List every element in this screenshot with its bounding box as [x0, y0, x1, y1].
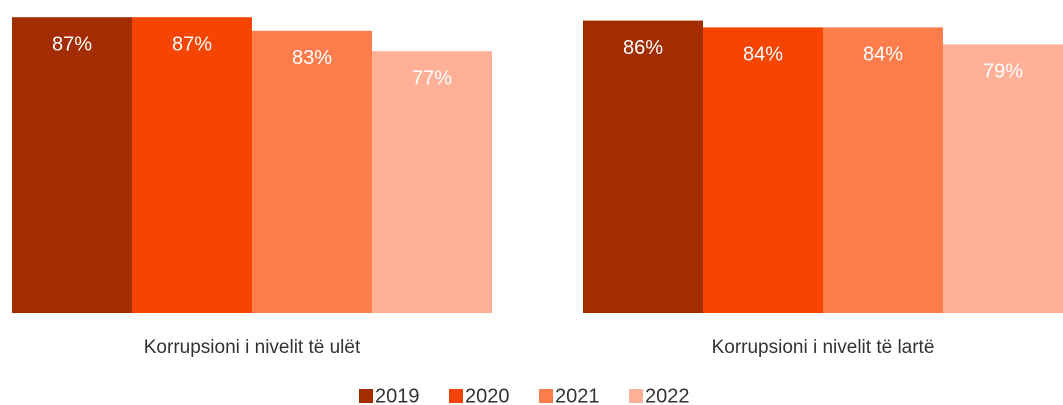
bar: [372, 51, 492, 313]
category-label: Korrupsioni i nivelit të lartë: [712, 337, 935, 358]
bar: [12, 17, 132, 313]
bar: [583, 20, 703, 313]
legend-swatch: [629, 389, 643, 403]
legend-swatch: [539, 389, 553, 403]
legend-swatch: [359, 389, 373, 403]
bar: [132, 17, 252, 313]
value-label: 87%: [172, 33, 212, 55]
bar: [823, 27, 943, 314]
legend-label: 2020: [465, 385, 510, 405]
value-label: 84%: [743, 44, 783, 66]
legend-label: 2021: [555, 385, 600, 405]
value-label: 87%: [52, 33, 92, 55]
legend-label: 2019: [375, 385, 420, 405]
value-label: 79%: [983, 61, 1023, 83]
value-label: 84%: [863, 44, 903, 66]
legend-swatch: [449, 389, 463, 403]
value-label: 86%: [623, 37, 663, 59]
bar: [703, 27, 823, 314]
value-label: 83%: [292, 47, 332, 69]
legend-label: 2022: [645, 385, 690, 405]
bar: [252, 30, 372, 314]
bar: [943, 44, 1063, 314]
value-label: 77%: [412, 67, 452, 89]
category-label: Korrupsioni i nivelit të ulët: [144, 337, 361, 358]
